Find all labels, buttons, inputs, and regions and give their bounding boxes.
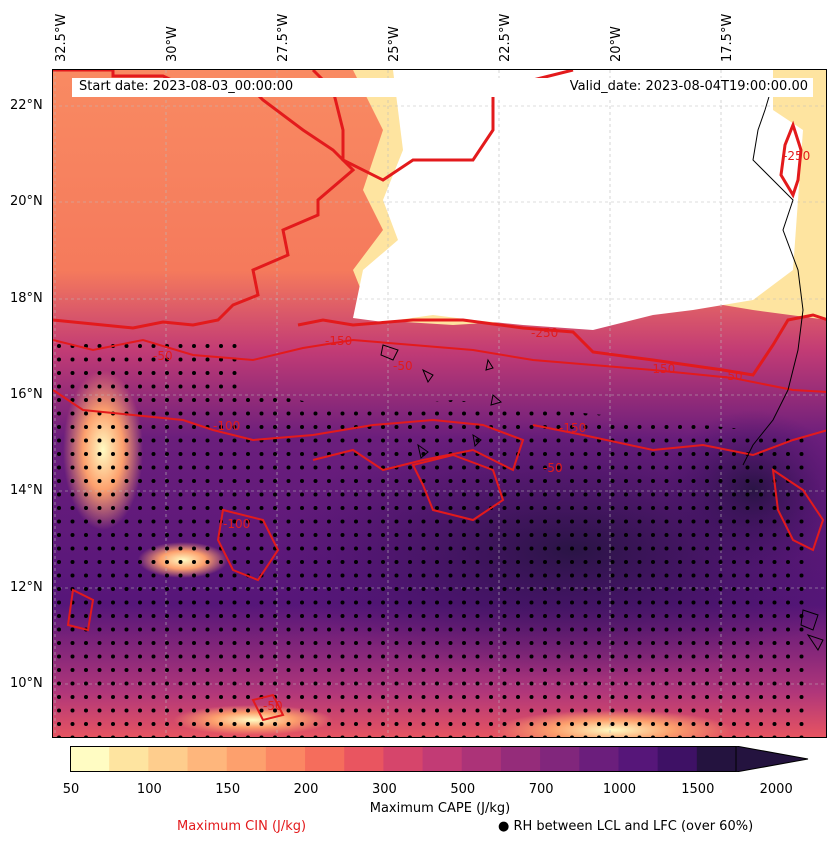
cin-label: -100 [213,419,240,433]
lon-label: 32.5°W [54,13,69,62]
colorbar-segment [657,746,698,772]
colorbar-tick-label: 700 [528,782,554,797]
colorbar-segment [500,746,541,772]
cape-map: -50 -150 -250 -100 -150 -50 -150 -250 -5… [52,69,827,738]
cin-label: -150 [648,362,675,376]
cin-label: -250 [783,149,810,163]
cin-contour-labels: -50 -150 -250 -100 -150 -50 -150 -250 -5… [153,149,810,713]
colorbar-label: Maximum CAPE (J/kg) [369,801,511,816]
no-cape-area [353,70,803,330]
cin-label: -100 [223,517,250,531]
colorbar-tick-label: 50 [62,782,80,797]
colorbar-segment [422,746,463,772]
colorbar-tick-label: 1000 [602,782,637,797]
cin-label: -50 [543,461,563,475]
coastlines [380,89,824,651]
cin-label: -250 [531,326,558,340]
rh-stipple-region [53,340,813,737]
start-date: Start date: 2023-08-03_00:00:00 [79,79,294,94]
colorbar-segment [383,746,424,772]
colorbar-tick-label: 150 [215,782,241,797]
colorbar-segment [187,746,228,772]
lon-label: 22.5°W [498,13,513,62]
lat-label: 20°N [10,194,43,209]
colorbar-segment [618,746,659,772]
cin-contour-50 [411,453,505,522]
valid-date: Valid_date: 2023-08-04T19:00:00.00 [569,79,808,94]
colorbar-segment [344,746,384,772]
map-canvas: -50 -150 -250 -100 -150 -50 -150 -250 -5… [53,70,826,737]
african-coastline [742,89,804,466]
cape-colorbar [70,746,809,772]
colorbar-tick-label: 500 [450,782,476,797]
cin-contour-50 [66,588,95,632]
lon-label: 17.5°W [720,13,735,62]
colorbar-segment [148,746,189,772]
cin-label: -150 [559,421,586,435]
colorbar-segment [461,746,502,772]
colorbar-segment [696,746,737,772]
cin-label: -50 [723,369,743,383]
colorbar-segment [226,746,267,772]
bijagos-islands [800,609,824,651]
colorbar-tick-label: 2000 [759,782,793,797]
cin-label: -50 [153,349,173,363]
lon-label: 30°W [165,26,180,62]
cin-contour-150 [53,338,826,393]
cin-label: -50 [393,359,413,373]
colorbar-segment [579,746,619,772]
colorbar-tick-label: 300 [371,782,397,797]
rh-marker-icon: ● [498,819,510,834]
date-info-bar: Start date: 2023-08-03_00:00:00 Valid_da… [72,78,813,97]
colorbar-segment [305,746,345,772]
lon-label: 20°W [609,26,624,62]
cape-verde-islands [380,344,503,459]
lat-label: 10°N [10,676,43,691]
colorbar-tick-label: 1500 [681,782,715,797]
colorbar-segment [109,746,149,772]
cin-legend-label: Maximum CIN (J/kg) [177,819,307,834]
cin-contour-250 [297,313,826,377]
colorbar-tick-label: 200 [293,782,319,797]
cin-contours [53,70,826,722]
cin-label: -50 [263,699,283,713]
colorbar-outline [70,746,737,772]
cin-contour-50 [532,424,826,457]
cin-contour-100 [53,389,525,472]
colorbar-segment [70,746,110,772]
lon-label: 25°W [387,26,402,62]
cin-contour-50 [216,508,280,582]
rh-legend-label: RH between LCL and LFC (over 60%) [513,819,754,834]
colorbar-segment [540,746,580,772]
lat-label: 14°N [10,483,43,498]
lat-label: 22°N [10,98,43,113]
cin-label: -150 [325,334,352,348]
colorbar-tick-label: 100 [136,782,162,797]
colorbar-segment [265,746,306,772]
cin-contour-250 [779,120,803,199]
lat-label: 18°N [10,291,43,306]
lon-label: 27.5°W [276,13,291,62]
colorbar-extend-arrow [735,746,809,772]
rh-legend: ● RH between LCL and LFC (over 60%) [498,819,753,834]
lat-label: 16°N [10,387,43,402]
lat-label: 12°N [10,580,43,595]
cin-contour-50 [251,693,285,722]
cin-contour-50 [771,467,825,552]
